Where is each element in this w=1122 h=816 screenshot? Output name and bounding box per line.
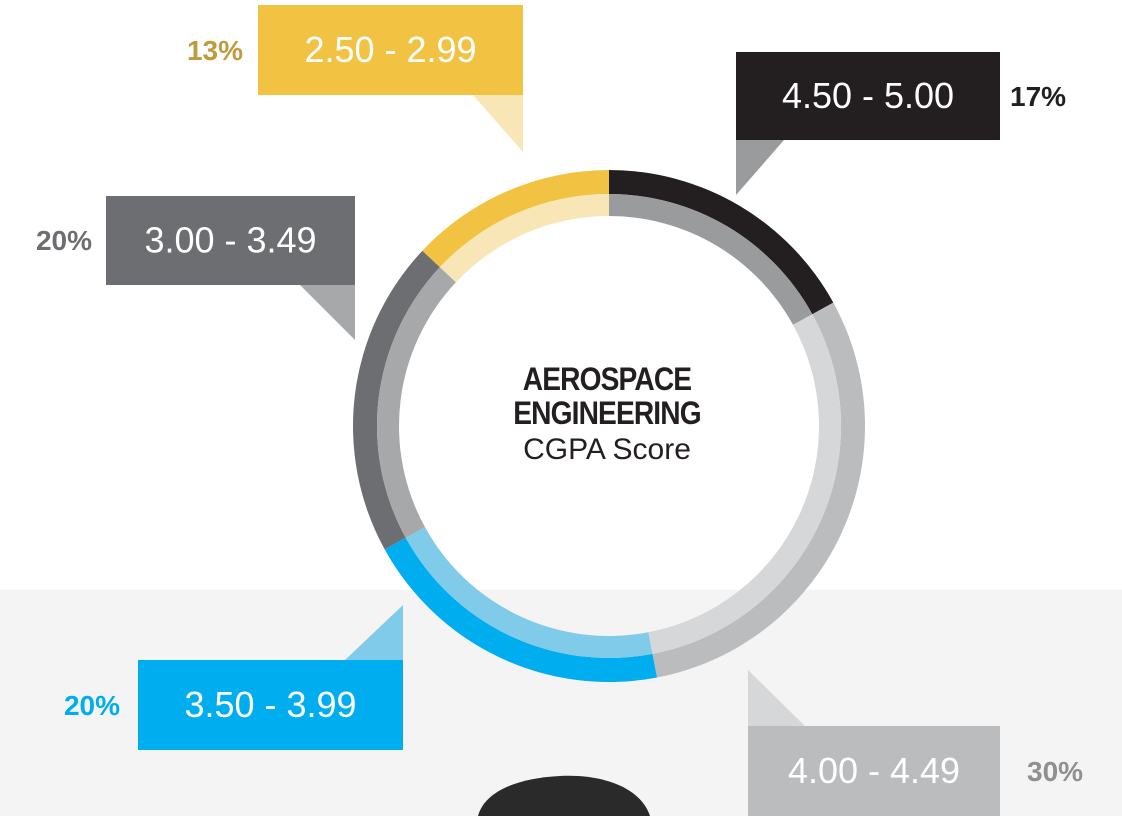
- value-label: 30%: [1027, 756, 1083, 787]
- category-label: 3.50 - 3.99: [184, 684, 356, 725]
- value-label: 17%: [1010, 81, 1066, 112]
- value-label: 20%: [36, 225, 92, 256]
- callout-pointer: [473, 95, 523, 152]
- chart-subtitle: CGPA Score: [487, 430, 727, 470]
- center-label: AEROSPACE ENGINEERING CGPA Score: [487, 362, 727, 470]
- chart-title: AEROSPACE ENGINEERING: [501, 362, 712, 430]
- callout-pointer: [300, 285, 355, 340]
- category-label: 4.50 - 5.00: [782, 75, 954, 116]
- callout-pointer: [736, 140, 784, 195]
- category-label: 2.50 - 2.99: [304, 29, 476, 70]
- category-label: 3.00 - 3.49: [144, 220, 316, 261]
- value-label: 20%: [64, 690, 120, 721]
- page: {"chart_data":{"type":"donut","title":"A…: [0, 0, 1122, 816]
- value-label: 13%: [187, 35, 243, 66]
- category-label: 4.00 - 4.49: [788, 750, 960, 791]
